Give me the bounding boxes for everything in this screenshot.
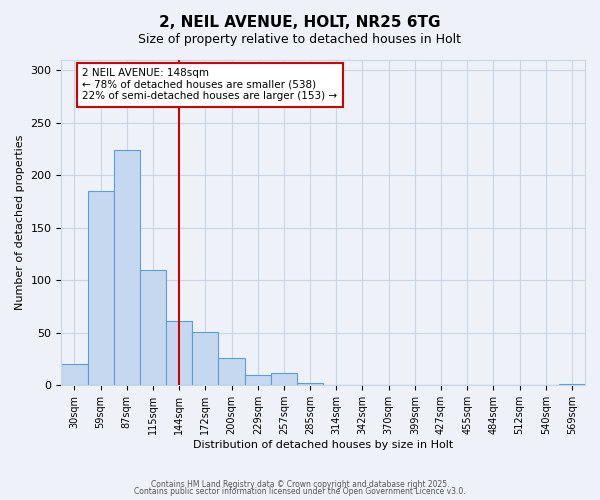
Bar [218, 358, 245, 385]
Bar [559, 384, 585, 385]
Text: Size of property relative to detached houses in Holt: Size of property relative to detached ho… [139, 32, 461, 46]
Bar [88, 191, 114, 385]
Bar [166, 321, 193, 385]
Bar [193, 332, 218, 385]
Text: 2 NEIL AVENUE: 148sqm
← 78% of detached houses are smaller (538)
22% of semi-det: 2 NEIL AVENUE: 148sqm ← 78% of detached … [82, 68, 337, 102]
Y-axis label: Number of detached properties: Number of detached properties [15, 135, 25, 310]
Bar [297, 383, 323, 385]
Bar [271, 372, 297, 385]
Bar [114, 150, 140, 385]
Text: Contains HM Land Registry data © Crown copyright and database right 2025.: Contains HM Land Registry data © Crown c… [151, 480, 449, 489]
Bar [245, 374, 271, 385]
Text: 2, NEIL AVENUE, HOLT, NR25 6TG: 2, NEIL AVENUE, HOLT, NR25 6TG [159, 15, 441, 30]
Bar [61, 364, 88, 385]
X-axis label: Distribution of detached houses by size in Holt: Distribution of detached houses by size … [193, 440, 454, 450]
Text: Contains public sector information licensed under the Open Government Licence v3: Contains public sector information licen… [134, 488, 466, 496]
Bar [140, 270, 166, 385]
